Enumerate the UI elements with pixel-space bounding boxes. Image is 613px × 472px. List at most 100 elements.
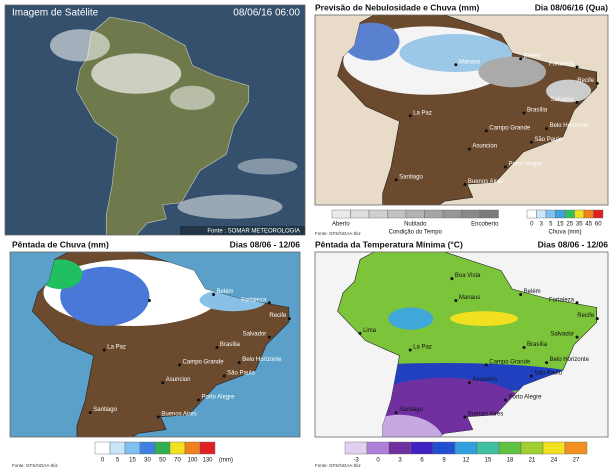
weather-overlay [50, 29, 298, 219]
legend-swatch [526, 209, 537, 219]
map-border [314, 251, 609, 438]
city-dot [467, 381, 471, 385]
weather-area [399, 34, 513, 72]
legend-label: 30 [144, 458, 151, 464]
legend-label: 24 [551, 458, 558, 464]
legend-label: 100 [187, 458, 198, 464]
panel-date: Dias 08/06 - 12/06 [230, 239, 301, 249]
city-dot [545, 361, 549, 365]
panel-title: Imagem de Satélite [12, 8, 99, 19]
legend-swatch [498, 441, 522, 455]
condition-label: Nublado [404, 222, 427, 228]
city-label: Campo Grande [489, 359, 531, 365]
legend-swatch [410, 441, 434, 455]
city-label: São Paulo [534, 371, 562, 377]
city-dot [88, 411, 92, 415]
city-dot [222, 374, 226, 378]
weather-area [237, 158, 298, 175]
legend-label: 50 [159, 458, 166, 464]
source: Fonte: GFS/NOAA-Ibiz [12, 463, 59, 468]
city-label: Campo Grande [489, 125, 531, 131]
city-label: Buenos Aires [468, 179, 503, 185]
legend-swatch [94, 441, 111, 455]
legend-label: 5 [549, 222, 553, 228]
legend-swatch [432, 441, 456, 455]
city-dot [267, 335, 271, 339]
city-dot [575, 335, 579, 339]
city-dot [156, 415, 160, 419]
condition-caption: Condição do Tempo [389, 230, 443, 236]
legend-swatch [542, 441, 566, 455]
legend-label: 0 [101, 458, 105, 464]
city-dot [529, 374, 533, 378]
condition-swatch [387, 209, 407, 219]
city-label: Porto Alegre [508, 162, 542, 168]
city-dot [454, 63, 458, 67]
city-dot [267, 301, 271, 305]
city-label: Boa Vista [455, 273, 481, 279]
map [10, 252, 300, 437]
city-dot [575, 100, 579, 104]
legend-label: 27 [573, 458, 580, 464]
legend-swatch [564, 441, 588, 455]
city-label: Fortaleza [549, 62, 575, 68]
legend-label: 15 [129, 458, 136, 464]
city-dot [212, 293, 216, 297]
condition-swatch [479, 209, 499, 219]
map [315, 252, 608, 437]
city-dot [503, 398, 507, 402]
map-border [9, 251, 301, 438]
city-label: Belém [217, 289, 234, 295]
city-label: Belo Horizonte [242, 357, 282, 363]
city-label: Belo Horizonte [550, 123, 590, 129]
city-dot [595, 317, 599, 321]
city-dot [408, 348, 412, 352]
legend-label: 21 [529, 458, 536, 464]
condition-swatch [368, 209, 388, 219]
city-label: Santiago [399, 407, 423, 413]
legend-label: 5 [116, 458, 120, 464]
city-label: Recife [577, 78, 595, 84]
city-dot [467, 147, 471, 151]
legend-label: 6 [420, 458, 424, 464]
legend-swatch [545, 209, 556, 219]
map [315, 15, 608, 205]
city-label: Recife [269, 313, 287, 319]
city-label: Belo Horizonte [550, 357, 590, 363]
city-dot [503, 165, 507, 169]
legend-label: 3 [540, 222, 544, 228]
city-label: Buenos Aires [468, 412, 503, 418]
panel-title: Previsão de Nebulosidade e Chuva (mm) [315, 2, 480, 12]
legend-swatch [388, 441, 412, 455]
legend-swatch [139, 441, 156, 455]
city-dot [484, 129, 488, 133]
city-dot [575, 65, 579, 69]
legend-swatch [109, 441, 126, 455]
legend-label: 25 [566, 222, 573, 228]
legend-swatch [454, 441, 478, 455]
city-label: Brasília [527, 108, 548, 114]
city-label: Asuncion [472, 144, 497, 150]
map-border [4, 4, 306, 236]
legend-label: 15 [557, 222, 564, 228]
city-label: La Paz [413, 345, 432, 351]
city-label: Santiago [399, 174, 423, 180]
weather-area [388, 307, 434, 330]
legend-label: 9 [442, 458, 446, 464]
condition-swatch [442, 209, 462, 219]
city-dot [358, 331, 362, 335]
city-dot [463, 415, 467, 419]
legend-swatch [184, 441, 201, 455]
panel-date: 08/06/16 06:00 [233, 8, 300, 19]
city-label: La Paz [413, 110, 432, 116]
city-dot [161, 381, 165, 385]
legend-swatch [583, 209, 594, 219]
city-label: Salvador [550, 332, 574, 338]
city-label: Salvador [243, 332, 267, 338]
condition-swatch [350, 209, 370, 219]
city-label: Porto Alegre [508, 395, 542, 401]
city-dot [519, 293, 523, 297]
city-label: Santiago [93, 407, 117, 413]
weather-area [478, 56, 547, 88]
source: Fonte: GFS/NOAA-Ibiz [315, 463, 362, 468]
